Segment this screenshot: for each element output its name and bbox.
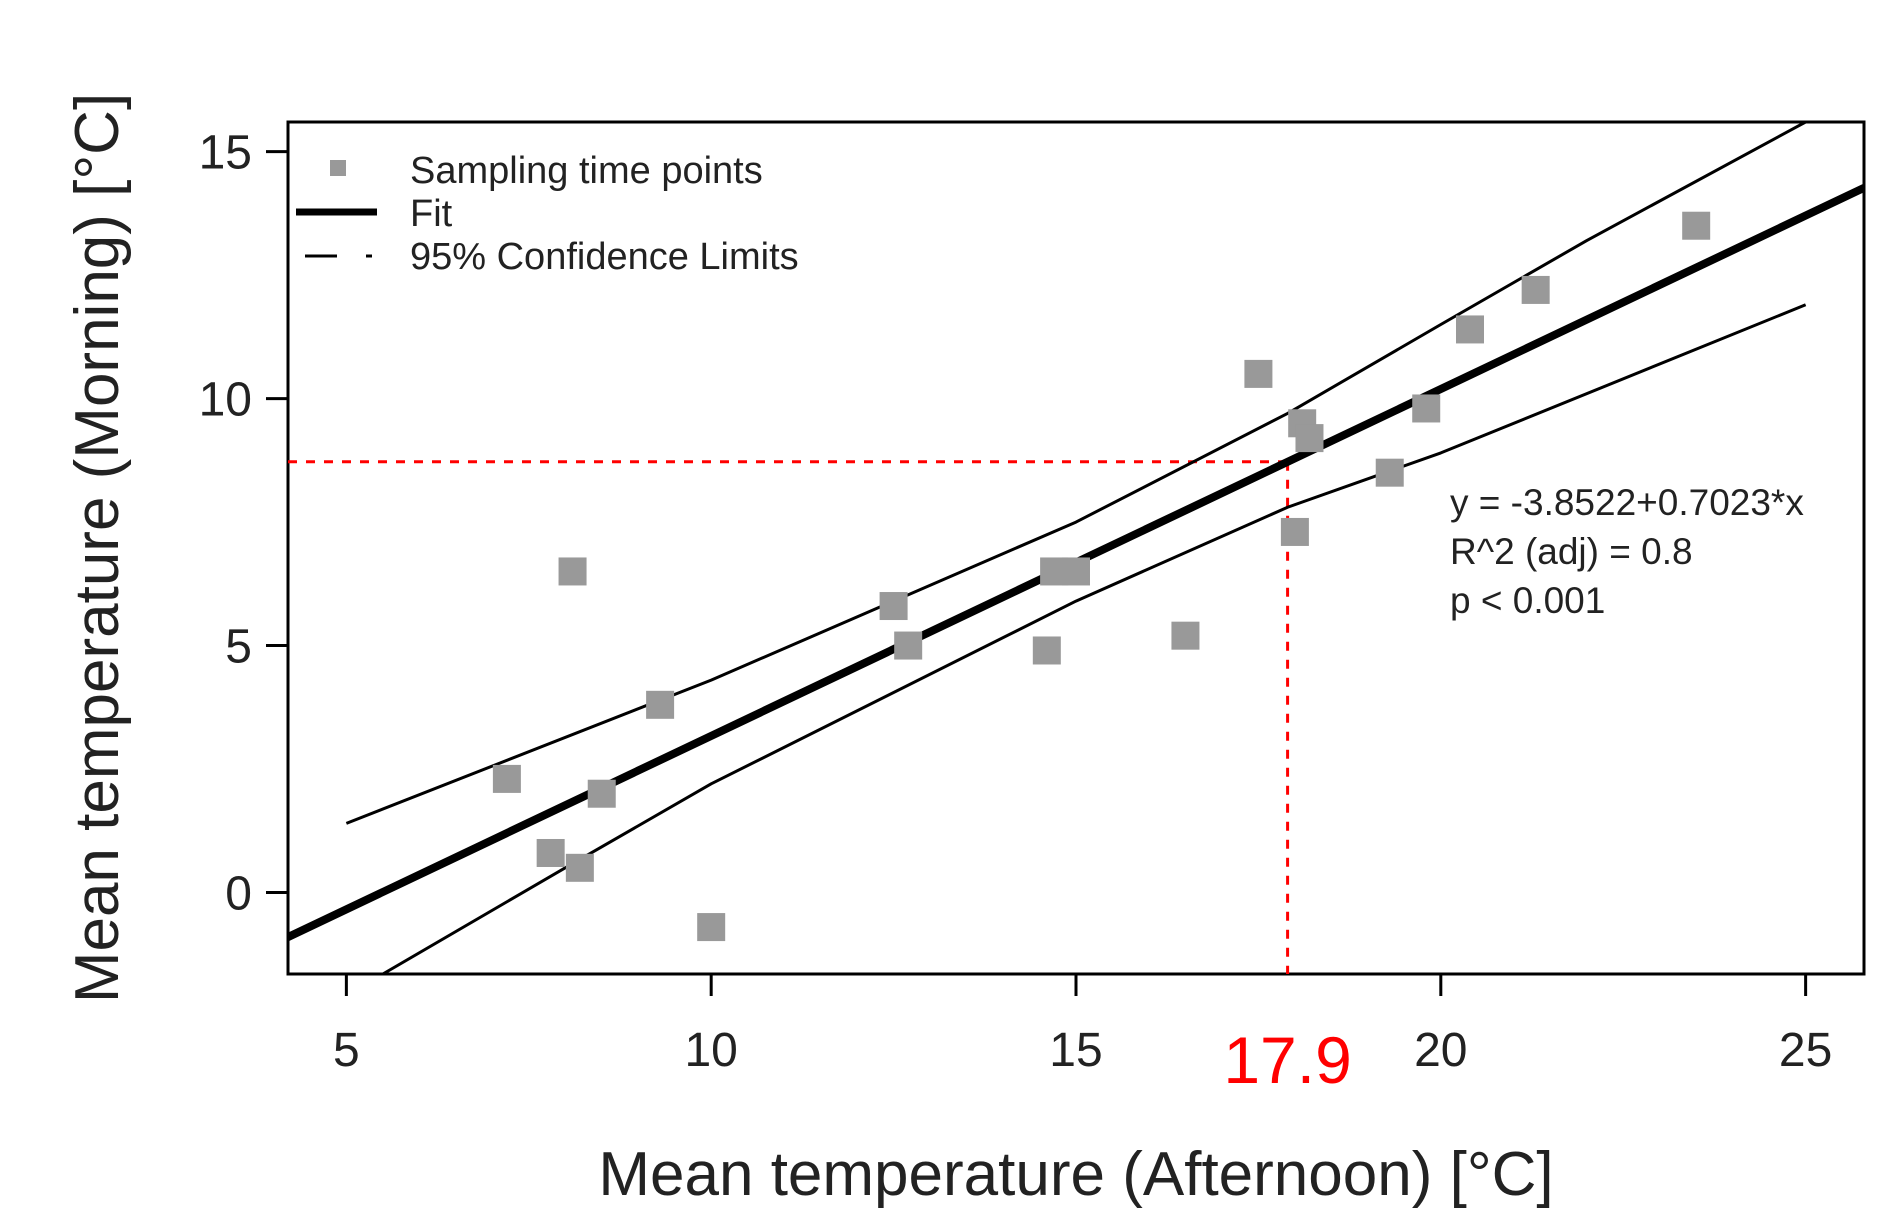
x-tick-label: 25 <box>1779 1024 1832 1077</box>
data-points <box>492 211 1711 942</box>
legend-points-swatch <box>330 160 346 176</box>
legend: Sampling time points Fit 95% Confidence … <box>296 150 799 278</box>
data-point <box>879 592 908 621</box>
confidence-limit-lower <box>382 303 1807 974</box>
data-point <box>492 764 521 793</box>
y-tick-label: 5 <box>225 621 252 674</box>
legend-fit-label: Fit <box>410 193 453 235</box>
data-point <box>1521 275 1550 304</box>
data-point <box>1295 424 1324 453</box>
annotation-r2: R^2 (adj) = 0.8 <box>1450 531 1693 572</box>
data-point <box>558 557 587 586</box>
reference-lines <box>288 460 1290 974</box>
x-axis: 5 10 15 20 25 <box>333 974 1832 1077</box>
x-tick-label: 5 <box>333 1024 360 1077</box>
y-tick-label: 15 <box>199 127 252 180</box>
confidence-limits <box>345 122 1807 974</box>
y-axis: 0 5 10 15 <box>199 127 288 921</box>
x-tick-label: 20 <box>1414 1024 1467 1077</box>
x-tick-label: 10 <box>684 1024 737 1077</box>
y-tick-label: 10 <box>199 374 252 427</box>
data-point <box>565 853 594 882</box>
reference-x-label: 17.9 <box>1223 1023 1351 1097</box>
confidence-limit-upper <box>345 122 1807 825</box>
data-point <box>1032 636 1061 665</box>
x-tick-label: 15 <box>1049 1024 1102 1077</box>
data-point <box>1682 211 1711 240</box>
data-point <box>1062 557 1090 586</box>
legend-ci-label: 95% Confidence Limits <box>410 236 799 278</box>
data-point <box>1171 621 1200 650</box>
data-point <box>1244 359 1273 388</box>
regression-annotation: y = -3.8522+0.7023*x R^2 (adj) = 0.8 p <… <box>1450 482 1804 621</box>
legend-points-label: Sampling time points <box>410 150 763 192</box>
y-axis-title: Mean temperature (Morning) [°C] <box>63 93 132 1003</box>
data-point <box>1280 517 1309 546</box>
data-point <box>1375 458 1404 487</box>
data-point <box>1456 315 1484 344</box>
data-point <box>587 779 616 808</box>
annotation-equation: y = -3.8522+0.7023*x <box>1450 482 1804 523</box>
data-point <box>1412 394 1441 423</box>
data-point <box>646 690 675 719</box>
data-point <box>697 913 726 942</box>
x-axis-title: Mean temperature (Afternoon) [°C] <box>598 1140 1553 1209</box>
y-tick-label: 0 <box>225 868 252 921</box>
data-point <box>894 631 923 660</box>
annotation-pvalue: p < 0.001 <box>1450 580 1605 621</box>
data-point <box>536 838 565 867</box>
